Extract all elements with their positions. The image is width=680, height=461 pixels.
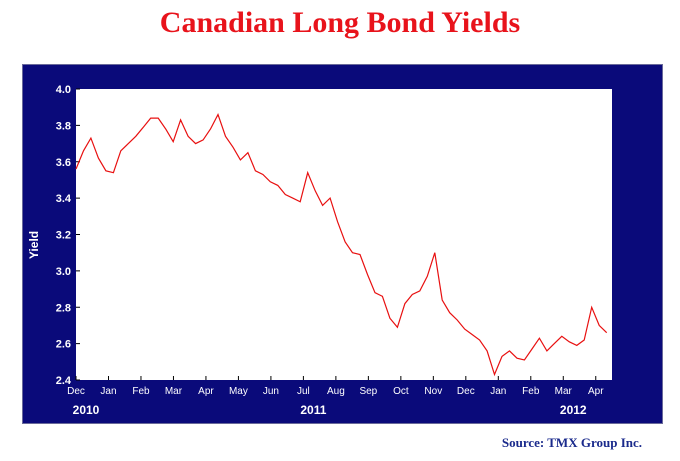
y-tick-label: 3.0 — [56, 266, 71, 278]
y-axis-ticks: 4.0 3.8 3.6 3.4 3.2 3.0 2.8 2.6 2.4 — [56, 84, 80, 387]
y-tick-label: 3.2 — [56, 230, 71, 242]
chart-frame: Yield 4.0 3.8 3.6 3.4 3.2 3.0 2.8 2.6 2.4 Dec Jan… — [22, 64, 663, 424]
y-tick-label: 3.8 — [56, 120, 71, 132]
x-tick-label: Apr — [198, 386, 214, 397]
x-tick-label: Feb — [522, 386, 540, 397]
x-year-label: 2010 — [73, 403, 100, 417]
y-tick-label: 3.4 — [56, 193, 72, 205]
y-tick-label: 4.0 — [56, 84, 71, 96]
plot-area — [76, 89, 612, 380]
x-tick-label: Jan — [100, 386, 116, 397]
year-labels: 2010 2011 2012 — [73, 403, 587, 417]
y-axis-label: Yield — [27, 231, 41, 259]
series-line-yield — [75, 112, 608, 377]
x-tick-label: Mar — [555, 386, 573, 397]
y-tick-label: 2.6 — [56, 339, 71, 351]
x-tick-label: Feb — [132, 386, 150, 397]
line-chart: Yield 4.0 3.8 3.6 3.4 3.2 3.0 2.8 2.6 2.4 Dec Jan… — [27, 84, 612, 417]
x-tick-label: May — [229, 386, 248, 397]
chart-title: Canadian Long Bond Yields — [159, 6, 521, 39]
x-tick-label: Dec — [67, 386, 85, 397]
y-tick-label: 3.6 — [56, 157, 71, 169]
x-tick-label: Oct — [393, 386, 409, 397]
x-year-label: 2012 — [560, 403, 587, 417]
x-year-label: 2011 — [300, 403, 326, 417]
y-tick-label: 2.8 — [56, 302, 71, 314]
x-tick-label: Jul — [297, 386, 310, 397]
x-tick-label: Dec — [457, 386, 475, 397]
x-tick-label: Mar — [165, 386, 183, 397]
x-tick-label: Jun — [263, 386, 279, 397]
y-tick-label: 2.4 — [56, 375, 72, 387]
x-tick-label: Aug — [327, 386, 345, 397]
x-tick-label: Nov — [424, 386, 442, 397]
x-axis-ticks: Dec Jan Feb Mar Apr May Jun Jul Aug Sep Oct Nov Dec J… — [67, 376, 604, 397]
source-note: Source: TMX Group Inc. — [501, 435, 642, 450]
x-tick-label: Apr — [588, 386, 604, 397]
x-tick-label: Sep — [359, 386, 377, 397]
x-tick-label: Jan — [490, 386, 506, 397]
